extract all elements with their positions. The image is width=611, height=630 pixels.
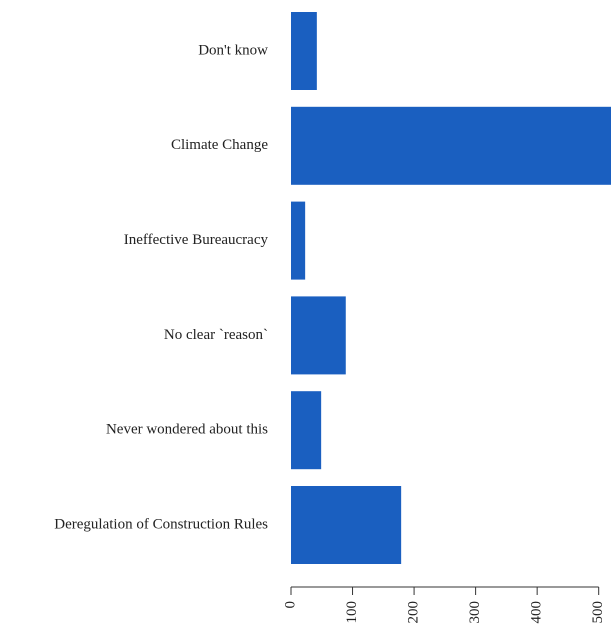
bar [291,201,306,280]
y-tick-label: Climate Change [171,137,268,153]
y-tick-label: Deregulation of Construction Rules [54,516,268,532]
y-tick-label: No clear `reason` [164,327,268,343]
x-tick-label: 300 [467,601,483,624]
bar [291,391,322,470]
x-tick-label: 0 [282,601,298,609]
y-tick-label: Ineffective Bureaucracy [124,232,269,248]
bar [291,106,611,185]
y-tick-label: Don't know [198,42,268,58]
x-tick-label: 200 [406,601,422,624]
bar [291,12,317,90]
bar [291,296,346,375]
x-tick-label: 400 [529,601,545,624]
bar [291,486,402,564]
x-tick-label: 100 [344,601,360,624]
y-tick-label: Never wondered about this [106,422,268,438]
x-tick-label: 500 [590,601,606,624]
